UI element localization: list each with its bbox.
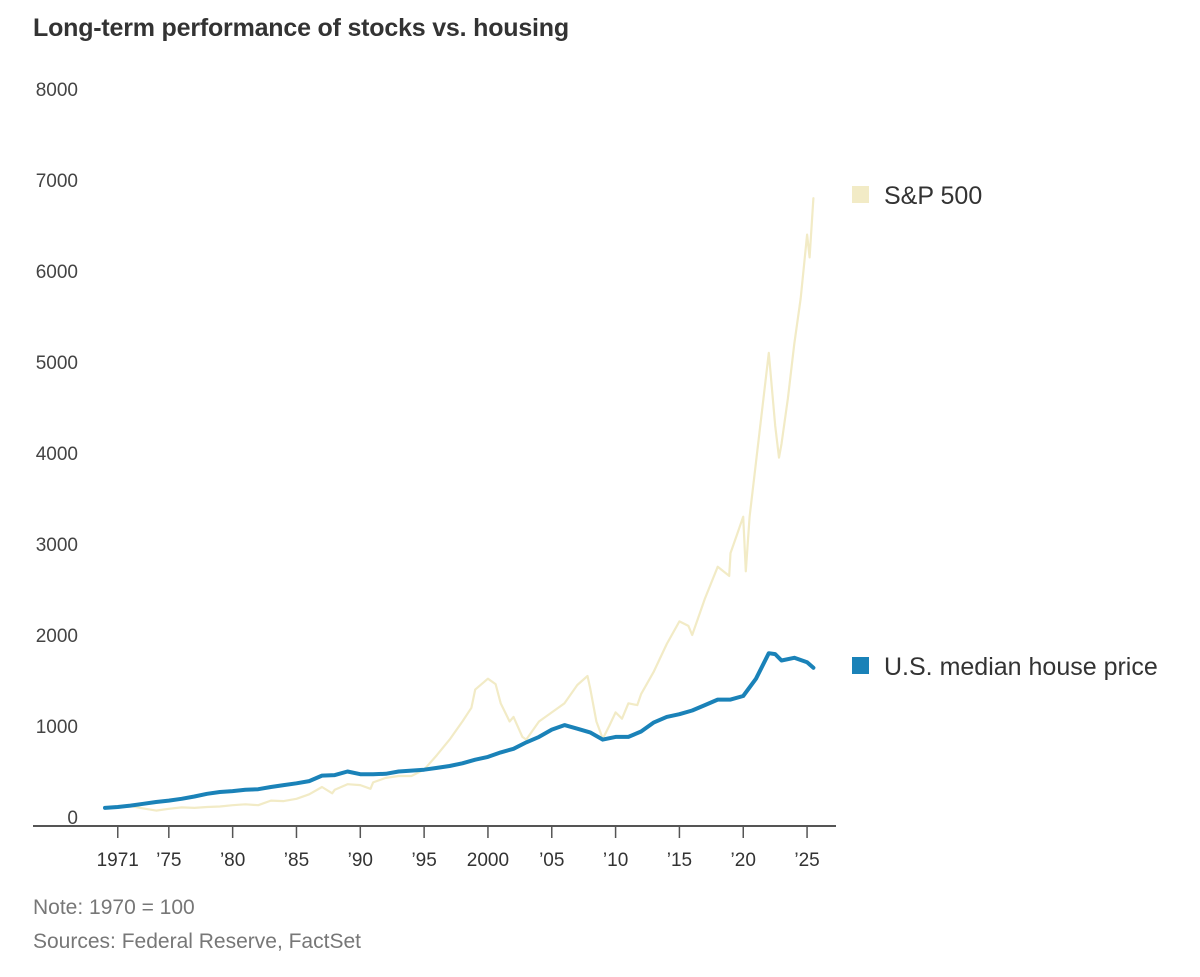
y-tick-label-6000: 6000 — [36, 262, 78, 283]
legend-label: U.S. median house price — [884, 653, 1158, 681]
y-tick-label-2000: 2000 — [36, 626, 78, 647]
chart-title: Long-term performance of stocks vs. hous… — [33, 14, 569, 42]
series-line-sp500 — [103, 197, 815, 812]
x-tick-label-2025: ’25 — [794, 850, 819, 871]
x-tick-label-2000: 2000 — [467, 850, 509, 871]
x-tick-label-2005: ’05 — [539, 850, 564, 871]
y-tick-label-1000: 1000 — [36, 717, 78, 738]
legend-item-house-price: U.S. median house price — [852, 653, 1158, 681]
y-tick-label-4000: 4000 — [36, 444, 78, 465]
y-axis: 0 1000 2000 3000 4000 5000 6000 7000 8000 — [36, 80, 78, 829]
chart-sources: Sources: Federal Reserve, FactSet — [33, 930, 361, 953]
x-tick-label-2010: ’10 — [603, 850, 628, 871]
legend: S&P 500 U.S. median house price — [852, 182, 1158, 681]
y-tick-label-8000: 8000 — [36, 80, 78, 101]
plot-area — [103, 197, 816, 812]
legend-label: S&P 500 — [884, 182, 982, 210]
x-tick-label-2015: ’15 — [667, 850, 692, 871]
chart-note: Note: 1970 = 100 — [33, 896, 195, 919]
x-axis: 1971 ’75 ’80 ’85 ’90 ’95 2000 ’05 ’10 ’15 ’20 ’25 — [97, 826, 820, 871]
x-tick-label-1990: ’90 — [348, 850, 373, 871]
series-line-house-price — [103, 651, 816, 810]
x-tick-label-1985: ’85 — [284, 850, 309, 871]
x-tick-label-1971: 1971 — [97, 850, 139, 871]
legend-swatch — [852, 186, 869, 203]
line-chart: 0 1000 2000 3000 4000 5000 6000 7000 8000 1971 ’7… — [33, 80, 1158, 871]
legend-swatch — [852, 657, 869, 674]
x-tick-label-2020: ’20 — [731, 850, 756, 871]
y-tick-label-7000: 7000 — [36, 171, 78, 192]
y-tick-label-5000: 5000 — [36, 353, 78, 374]
x-tick-label-1980: ’80 — [220, 850, 245, 871]
legend-item-sp500: S&P 500 — [852, 182, 982, 210]
y-tick-label-3000: 3000 — [36, 535, 78, 556]
x-tick-label-1975: ’75 — [156, 850, 181, 871]
x-tick-label-1995: ’95 — [411, 850, 436, 871]
y-tick-label-0: 0 — [67, 808, 78, 829]
